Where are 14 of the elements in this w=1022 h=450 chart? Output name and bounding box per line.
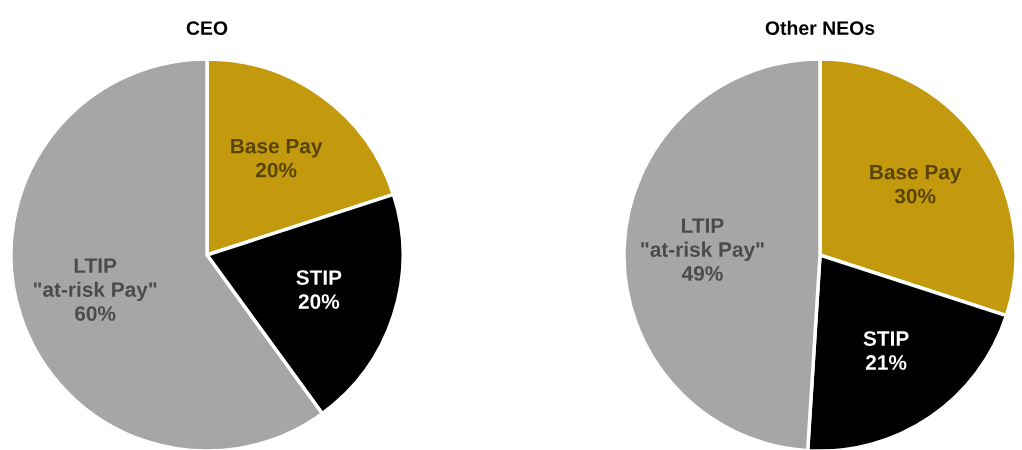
slice-label: STIP <box>296 270 342 285</box>
chart-title: CEO <box>186 21 228 35</box>
slice-label: STIP <box>863 331 909 346</box>
data-label: 20% <box>298 294 340 309</box>
slice-label: Base Pay <box>870 164 962 184</box>
chart-title: Other NEOs <box>765 20 875 35</box>
data-label: 21% <box>865 355 907 370</box>
slice-label: LTIP "at-risk Pay" <box>33 258 157 302</box>
data-label: 30% <box>894 188 936 204</box>
slice-label: LTIP "at-risk Pay" <box>641 218 764 262</box>
data-label: 60% <box>75 306 116 321</box>
data-label: 49% <box>681 266 723 281</box>
data-label: 20% <box>256 162 297 178</box>
slice-label: Base Pay <box>231 138 323 158</box>
